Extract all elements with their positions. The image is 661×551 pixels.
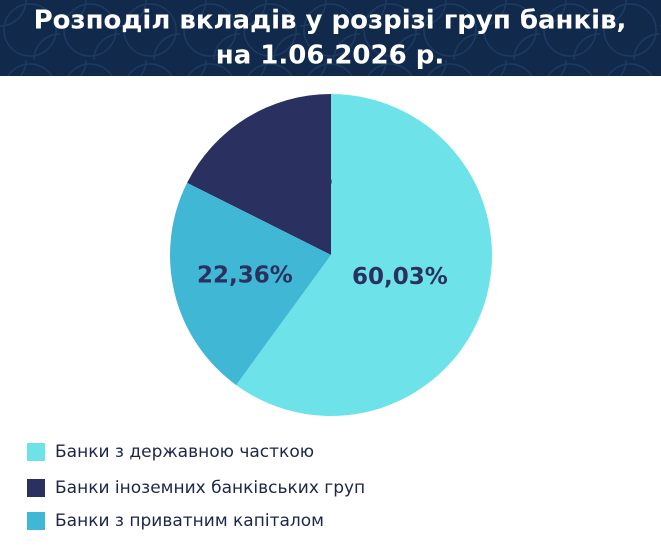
chart-title: Розподіл вкладів у розрізі груп банків, [34,6,627,36]
pie-slice [170,182,331,386]
legend-label: Банки з приватним капіталом [55,511,324,531]
chart-title: на 1.06.2026 р. [216,41,445,71]
value-label: 60,03% [352,264,448,290]
legend-label: Банки з державною часткою [55,442,314,462]
value-label: 17,61% [237,166,333,192]
legend-label: Банки іноземних банківських груп [55,478,365,498]
value-label: 22,36% [197,262,293,288]
legend-swatch [27,479,45,497]
legend-swatch [27,512,45,530]
pie-slice [187,94,331,255]
legend-swatch [27,443,45,461]
header-pattern [0,0,661,76]
pie-slice [236,93,492,416]
